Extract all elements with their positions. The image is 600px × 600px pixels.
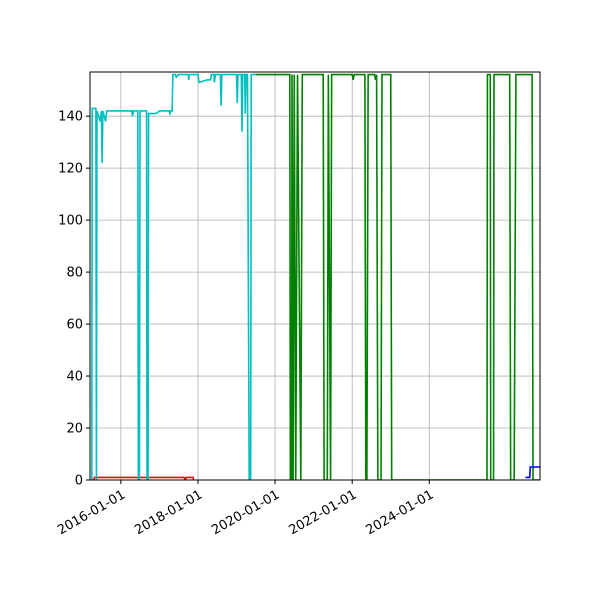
x-tick-label: 2020-01-01 — [209, 487, 282, 538]
y-tick-label: 100 — [58, 214, 83, 229]
y-tick-label: 60 — [66, 318, 83, 333]
series-line-1 — [90, 73, 256, 480]
y-tick-label: 140 — [58, 110, 83, 125]
x-tick-label: 2016-01-01 — [55, 487, 128, 538]
axes-frame — [89, 71, 541, 481]
y-tick-label: 0 — [75, 474, 83, 489]
y-tick-label: 20 — [66, 422, 83, 437]
y-tick-label: 80 — [66, 266, 83, 281]
x-tick-label: 2024-01-01 — [364, 487, 437, 538]
x-tick-label: 2018-01-01 — [132, 487, 205, 538]
series-line-3 — [525, 466, 540, 479]
x-tick-label: 2022-01-01 — [286, 487, 359, 538]
plot-area — [90, 73, 540, 480]
y-tick-label: 120 — [58, 162, 83, 177]
series-line-2 — [255, 73, 540, 480]
grid — [90, 72, 540, 481]
tick-marks — [86, 115, 430, 484]
y-tick-label: 40 — [66, 370, 83, 385]
